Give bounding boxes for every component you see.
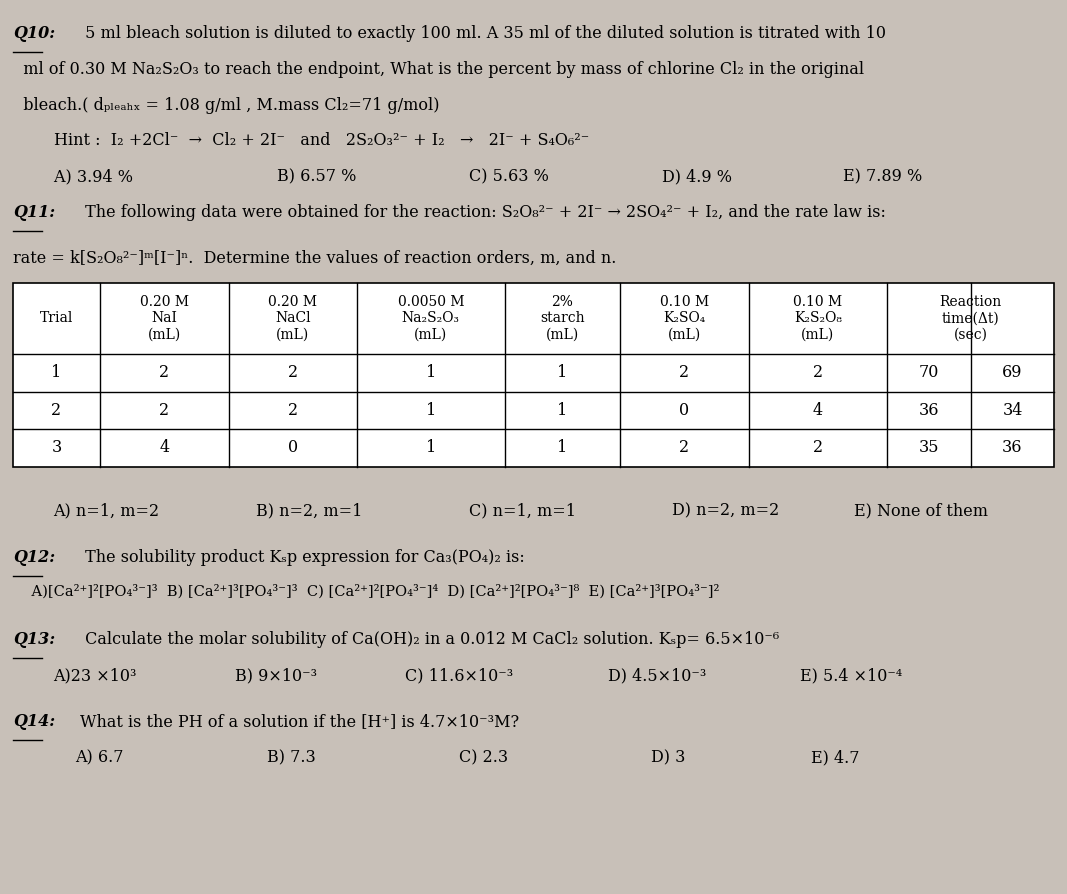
Text: D) 4.5×10⁻³: D) 4.5×10⁻³ (608, 667, 706, 684)
Text: D) n=2, m=2: D) n=2, m=2 (672, 502, 780, 519)
Text: C) 2.3: C) 2.3 (459, 749, 508, 766)
Text: 4: 4 (813, 401, 823, 419)
Text: 5 ml bleach solution is diluted to exactly 100 ml. A 35 ml of the diluted soluti: 5 ml bleach solution is diluted to exact… (80, 25, 886, 42)
Text: 36: 36 (919, 401, 939, 419)
Text: B) 7.3: B) 7.3 (267, 749, 316, 766)
Text: C) n=1, m=1: C) n=1, m=1 (469, 502, 576, 519)
Text: 70: 70 (919, 364, 939, 382)
Text: E) 4.7: E) 4.7 (811, 749, 859, 766)
Text: 0: 0 (288, 439, 298, 457)
Text: 0.10 M
K₂S₂O₈
(mL): 0.10 M K₂S₂O₈ (mL) (794, 295, 843, 342)
Text: C) 5.63 %: C) 5.63 % (469, 168, 550, 185)
Text: Trial: Trial (39, 311, 74, 325)
Text: 2: 2 (813, 439, 823, 457)
Text: A)[Ca²⁺]²[PO₄³⁻]³  B) [Ca²⁺]³[PO₄³⁻]³  C) [Ca²⁺]²[PO₄³⁻]⁴  D) [Ca²⁺]²[PO₄³⁻]⁸  E: A)[Ca²⁺]²[PO₄³⁻]³ B) [Ca²⁺]³[PO₄³⁻]³ C) … (13, 585, 719, 599)
Text: C) 11.6×10⁻³: C) 11.6×10⁻³ (405, 667, 513, 684)
Text: What is the PH of a solution if the [H⁺] is 4.7×10⁻³M?: What is the PH of a solution if the [H⁺]… (80, 713, 520, 730)
Text: A) n=1, m=2: A) n=1, m=2 (53, 502, 159, 519)
Text: Hint :  I₂ +2Cl⁻  →  Cl₂ + 2I⁻   and   2S₂O₃²⁻ + I₂   →   2I⁻ + S₄O₆²⁻: Hint : I₂ +2Cl⁻ → Cl₂ + 2I⁻ and 2S₂O₃²⁻ … (13, 132, 589, 149)
Text: 1: 1 (426, 439, 436, 457)
Text: 4: 4 (159, 439, 170, 457)
Text: 1: 1 (426, 401, 436, 419)
Text: A)23 ×10³: A)23 ×10³ (53, 667, 137, 684)
Text: 2: 2 (288, 364, 298, 382)
Text: 1: 1 (51, 364, 62, 382)
Text: 2: 2 (813, 364, 823, 382)
Text: Q10:: Q10: (13, 25, 54, 42)
Text: D) 4.9 %: D) 4.9 % (662, 168, 732, 185)
Text: 1: 1 (557, 364, 568, 382)
Text: D) 3: D) 3 (651, 749, 685, 766)
Text: 2: 2 (159, 364, 170, 382)
Text: Reaction
time(Δt)
(sec): Reaction time(Δt) (sec) (940, 295, 1002, 342)
Text: 1: 1 (557, 401, 568, 419)
Text: 0.10 M
K₂SO₄
(mL): 0.10 M K₂SO₄ (mL) (659, 295, 708, 342)
Text: ml of 0.30 M Na₂S₂O₃ to reach the endpoint, What is the percent by mass of chlor: ml of 0.30 M Na₂S₂O₃ to reach the endpoi… (13, 61, 864, 78)
Text: Calculate the molar solubility of Ca(OH)₂ in a 0.012 M CaCl₂ solution. Kₛp= 6.5×: Calculate the molar solubility of Ca(OH)… (80, 631, 779, 648)
Text: A) 6.7: A) 6.7 (75, 749, 123, 766)
Text: Q11:: Q11: (13, 204, 54, 221)
Text: 1: 1 (557, 439, 568, 457)
Text: The solubility product Kₛp expression for Ca₃(PO₄)₂ is:: The solubility product Kₛp expression fo… (80, 549, 525, 566)
Text: 0.20 M
NaI
(mL): 0.20 M NaI (mL) (140, 295, 189, 342)
Text: Q14:: Q14: (13, 713, 54, 730)
Text: 35: 35 (919, 439, 939, 457)
Text: E) None of them: E) None of them (854, 502, 988, 519)
Text: 3: 3 (51, 439, 62, 457)
Text: 0: 0 (680, 401, 689, 419)
Text: Q13:: Q13: (13, 631, 54, 648)
Text: 0.20 M
NaCl
(mL): 0.20 M NaCl (mL) (268, 295, 317, 342)
Text: A) 3.94 %: A) 3.94 % (13, 168, 132, 185)
Text: 2%
starch
(mL): 2% starch (mL) (540, 295, 585, 342)
Text: 2: 2 (680, 364, 689, 382)
Text: rate = k[S₂O₈²⁻]ᵐ[I⁻]ⁿ.  Determine the values of reaction orders, m, and n.: rate = k[S₂O₈²⁻]ᵐ[I⁻]ⁿ. Determine the va… (13, 250, 616, 267)
Text: 2: 2 (680, 439, 689, 457)
Text: The following data were obtained for the reaction: S₂O₈²⁻ + 2I⁻ → 2SO₄²⁻ + I₂, a: The following data were obtained for the… (80, 204, 886, 221)
Text: Q12:: Q12: (13, 549, 54, 566)
Text: B) 9×10⁻³: B) 9×10⁻³ (235, 667, 317, 684)
Text: 2: 2 (159, 401, 170, 419)
Text: B) 6.57 %: B) 6.57 % (277, 168, 356, 185)
Text: 36: 36 (1002, 439, 1022, 457)
Text: 1: 1 (426, 364, 436, 382)
Text: E) 5.4 ×10⁻⁴: E) 5.4 ×10⁻⁴ (800, 667, 903, 684)
Text: bleach.( dₚₗₑₐₕₓ = 1.08 g/ml , M.mass Cl₂=71 g/mol): bleach.( dₚₗₑₐₕₓ = 1.08 g/ml , M.mass Cl… (13, 97, 440, 114)
Text: 34: 34 (1002, 401, 1022, 419)
Bar (13, 283, 1054, 467)
Text: 2: 2 (288, 401, 298, 419)
Text: 69: 69 (1002, 364, 1022, 382)
Text: E) 7.89 %: E) 7.89 % (843, 168, 922, 185)
Text: 2: 2 (51, 401, 62, 419)
Text: 0.0050 M
Na₂S₂O₃
(mL): 0.0050 M Na₂S₂O₃ (mL) (398, 295, 464, 342)
Text: B) n=2, m=1: B) n=2, m=1 (256, 502, 363, 519)
